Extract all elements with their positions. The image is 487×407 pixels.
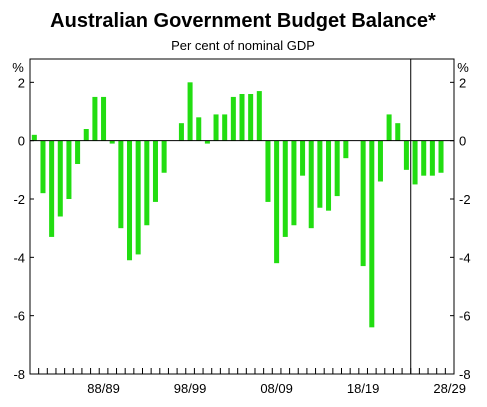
y-tick-label-right: 0 bbox=[459, 134, 466, 149]
bar bbox=[213, 114, 219, 141]
x-tick-label: 98/99 bbox=[174, 381, 207, 396]
bar bbox=[429, 140, 435, 176]
y-tick-label-right: 2 bbox=[459, 75, 466, 90]
y-tick-label-left: 2 bbox=[18, 75, 25, 90]
bar bbox=[152, 140, 158, 202]
bar bbox=[161, 140, 167, 173]
chart-title: Australian Government Budget Balance* bbox=[50, 10, 436, 32]
y-unit-right: % bbox=[457, 60, 469, 75]
bar bbox=[144, 140, 150, 226]
bar bbox=[369, 140, 375, 328]
bar bbox=[83, 129, 89, 141]
bar bbox=[308, 140, 314, 229]
plot-frame bbox=[29, 58, 455, 375]
y-tick-label-left: -8 bbox=[13, 367, 25, 382]
bar bbox=[66, 140, 72, 199]
bar bbox=[92, 96, 98, 141]
bar bbox=[265, 140, 271, 202]
bar bbox=[421, 140, 427, 176]
plot-area: 2 2 0 0 -2 -2 -4 -4 -6 -6 -8 -8 88/89 98/99 08/09 18/19… bbox=[13, 58, 471, 396]
bar bbox=[178, 123, 184, 141]
bar bbox=[403, 140, 409, 170]
bar bbox=[300, 140, 306, 176]
bar bbox=[282, 140, 288, 237]
bar bbox=[343, 140, 349, 159]
bar bbox=[40, 140, 46, 194]
chart-subtitle: Per cent of nominal GDP bbox=[171, 38, 315, 53]
bar bbox=[386, 114, 392, 141]
y-tick-label-right: -4 bbox=[459, 250, 471, 265]
y-tick-label-right: -6 bbox=[459, 309, 471, 324]
bar bbox=[101, 96, 107, 141]
bar bbox=[196, 117, 202, 141]
bar bbox=[230, 96, 236, 141]
bar bbox=[135, 140, 141, 255]
bar bbox=[256, 91, 262, 141]
bar bbox=[360, 140, 366, 267]
bar bbox=[118, 140, 124, 229]
bar bbox=[57, 140, 63, 217]
y-tick-label-left: -2 bbox=[13, 192, 25, 207]
y-tick-label-right: -8 bbox=[459, 367, 471, 382]
bar bbox=[187, 82, 193, 141]
y-tick-label-left: -6 bbox=[13, 309, 25, 324]
bar bbox=[75, 140, 81, 164]
bar bbox=[317, 140, 323, 208]
bar bbox=[222, 114, 228, 141]
y-tick-label-left: -4 bbox=[13, 250, 25, 265]
bar bbox=[438, 140, 444, 173]
bar bbox=[31, 134, 37, 141]
x-tick-label: 08/09 bbox=[260, 381, 293, 396]
bar bbox=[395, 123, 401, 141]
x-tick-label: 18/19 bbox=[347, 381, 380, 396]
bar bbox=[274, 140, 280, 264]
x-tick-label: 88/89 bbox=[87, 381, 120, 396]
bar bbox=[412, 140, 418, 185]
y-tick-label-right: -2 bbox=[459, 192, 471, 207]
y-unit-left: % bbox=[12, 60, 24, 75]
bar bbox=[127, 140, 133, 261]
y-tick-label-left: 0 bbox=[18, 134, 25, 149]
bar bbox=[326, 140, 332, 211]
bar bbox=[291, 140, 297, 226]
bar bbox=[239, 94, 245, 141]
bar bbox=[49, 140, 55, 237]
bar bbox=[248, 94, 254, 141]
bar bbox=[334, 140, 340, 197]
bar bbox=[109, 140, 115, 144]
x-tick-label: 28/29 bbox=[433, 381, 466, 396]
bar bbox=[377, 140, 383, 182]
bar bbox=[204, 140, 210, 144]
